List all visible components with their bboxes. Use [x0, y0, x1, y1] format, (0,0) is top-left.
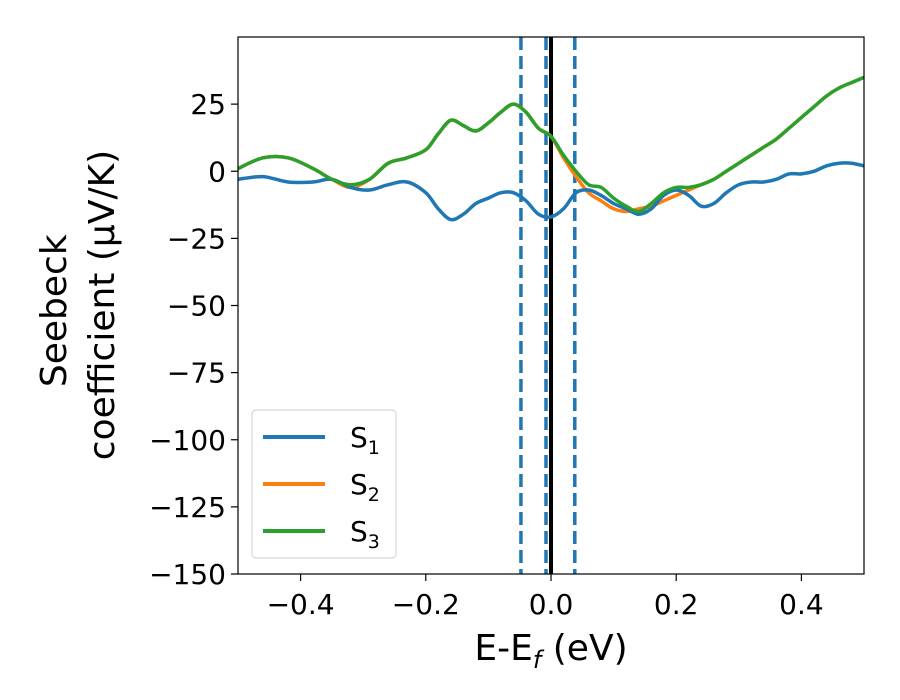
x-tick-label: −0.2 [392, 588, 460, 621]
series-line-s1 [238, 161, 864, 222]
x-tick-label: 0.4 [779, 588, 824, 621]
x-tick-label: −0.4 [267, 588, 335, 621]
x-axis: −0.4 −0.2 0.0 0.2 0.4 [267, 574, 824, 621]
y-axis-label: Seebeck coefficient (μV/K) [34, 150, 123, 460]
y-tick-label: 0 [208, 155, 226, 188]
y-axis: −150 −125 −100 −75 −50 −25 0 25 [149, 88, 238, 591]
legend-label-s1: S1 [350, 421, 380, 459]
legend: S1 S2 S3 [251, 409, 397, 559]
series-lines [238, 75, 864, 222]
y-axis-label-line2: coefficient (μV/K) [82, 150, 123, 460]
reference-lines [519, 37, 577, 574]
y-axis-label-line1: Seebeck [34, 234, 75, 387]
x-tick-label: 0.2 [654, 588, 699, 621]
y-tick-label: −125 [149, 491, 226, 524]
y-tick-label: −25 [167, 222, 226, 255]
legend-label-s2: S2 [350, 468, 380, 506]
x-axis-label: E-Ef (eV) [474, 628, 627, 674]
y-tick-label: −150 [149, 558, 226, 591]
y-tick-label: −50 [167, 290, 226, 323]
legend-label-s3: S3 [350, 515, 380, 553]
series-line-s3 [238, 75, 864, 214]
y-tick-label: 25 [190, 88, 226, 121]
y-tick-label: −100 [149, 424, 226, 457]
x-tick-label: 0.0 [529, 588, 574, 621]
y-tick-label: −75 [167, 357, 226, 390]
